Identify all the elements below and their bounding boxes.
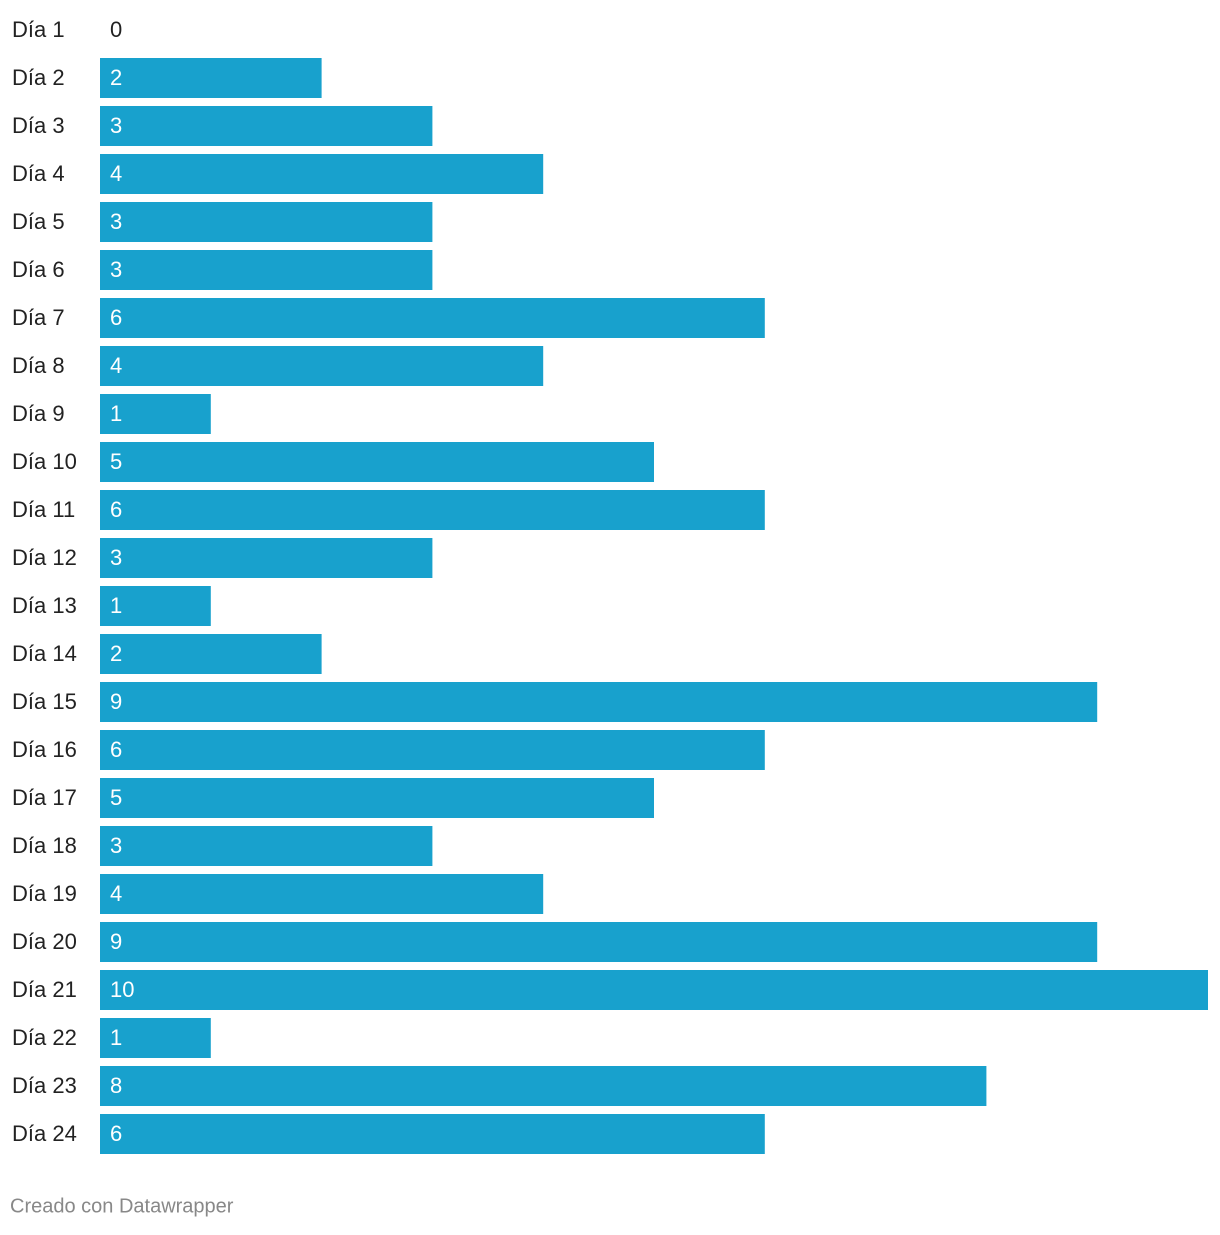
value-label: 1 xyxy=(110,401,122,426)
bar xyxy=(100,154,544,194)
value-label: 5 xyxy=(110,449,122,474)
value-label: 10 xyxy=(110,977,134,1002)
value-label: 4 xyxy=(110,353,122,378)
value-label: 1 xyxy=(110,1025,122,1050)
value-label: 6 xyxy=(110,737,122,762)
bar xyxy=(100,346,544,386)
category-label: Día 24 xyxy=(12,1121,77,1146)
value-label: 0 xyxy=(110,17,122,42)
category-label: Día 1 xyxy=(12,17,65,42)
category-label: Día 7 xyxy=(12,305,65,330)
category-label: Día 19 xyxy=(12,881,77,906)
category-label: Día 21 xyxy=(12,977,77,1002)
value-label: 2 xyxy=(110,65,122,90)
bar xyxy=(100,1018,211,1058)
category-label: Día 13 xyxy=(12,593,77,618)
bar xyxy=(100,1114,765,1154)
value-label: 6 xyxy=(110,497,122,522)
category-label: Día 20 xyxy=(12,929,77,954)
bar xyxy=(100,394,211,434)
category-label: Día 14 xyxy=(12,641,77,666)
bar xyxy=(100,106,433,146)
category-label: Día 2 xyxy=(12,65,65,90)
bar xyxy=(100,634,322,674)
value-label: 4 xyxy=(110,161,122,186)
category-label: Día 18 xyxy=(12,833,77,858)
bar xyxy=(100,490,765,530)
category-label: Día 9 xyxy=(12,401,65,426)
bar xyxy=(100,922,1098,962)
category-label: Día 12 xyxy=(12,545,77,570)
value-label: 8 xyxy=(110,1073,122,1098)
category-label: Día 11 xyxy=(12,497,75,522)
bar xyxy=(100,58,322,98)
category-label: Día 5 xyxy=(12,209,65,234)
category-label: Día 6 xyxy=(12,257,65,282)
value-label: 9 xyxy=(110,689,122,714)
bar xyxy=(100,1066,987,1106)
bar xyxy=(100,250,433,290)
value-label: 1 xyxy=(110,593,122,618)
bar xyxy=(100,874,544,914)
value-label: 3 xyxy=(110,257,122,282)
category-label: Día 4 xyxy=(12,161,65,186)
value-label: 2 xyxy=(110,641,122,666)
value-label: 6 xyxy=(110,305,122,330)
bar xyxy=(100,682,1098,722)
value-label: 3 xyxy=(110,209,122,234)
value-label: 9 xyxy=(110,929,122,954)
bar xyxy=(100,970,1208,1010)
value-label: 3 xyxy=(110,545,122,570)
bar xyxy=(100,298,765,338)
bar xyxy=(100,538,433,578)
bar xyxy=(100,442,654,482)
category-label: Día 17 xyxy=(12,785,77,810)
category-label: Día 10 xyxy=(12,449,77,474)
category-label: Día 16 xyxy=(12,737,77,762)
category-label: Día 3 xyxy=(12,113,65,138)
value-label: 6 xyxy=(110,1121,122,1146)
bar xyxy=(100,826,433,866)
bar xyxy=(100,586,211,626)
bar xyxy=(100,778,654,818)
value-label: 3 xyxy=(110,833,122,858)
footer: Creado con Datawrapper xyxy=(10,1195,234,1217)
bar xyxy=(100,730,765,770)
value-label: 5 xyxy=(110,785,122,810)
value-label: 3 xyxy=(110,113,122,138)
category-label: Día 22 xyxy=(12,1025,77,1050)
category-label: Día 15 xyxy=(12,689,77,714)
category-label: Día 23 xyxy=(12,1073,77,1098)
bar xyxy=(100,202,433,242)
value-label: 4 xyxy=(110,881,122,906)
category-label: Día 8 xyxy=(12,353,65,378)
